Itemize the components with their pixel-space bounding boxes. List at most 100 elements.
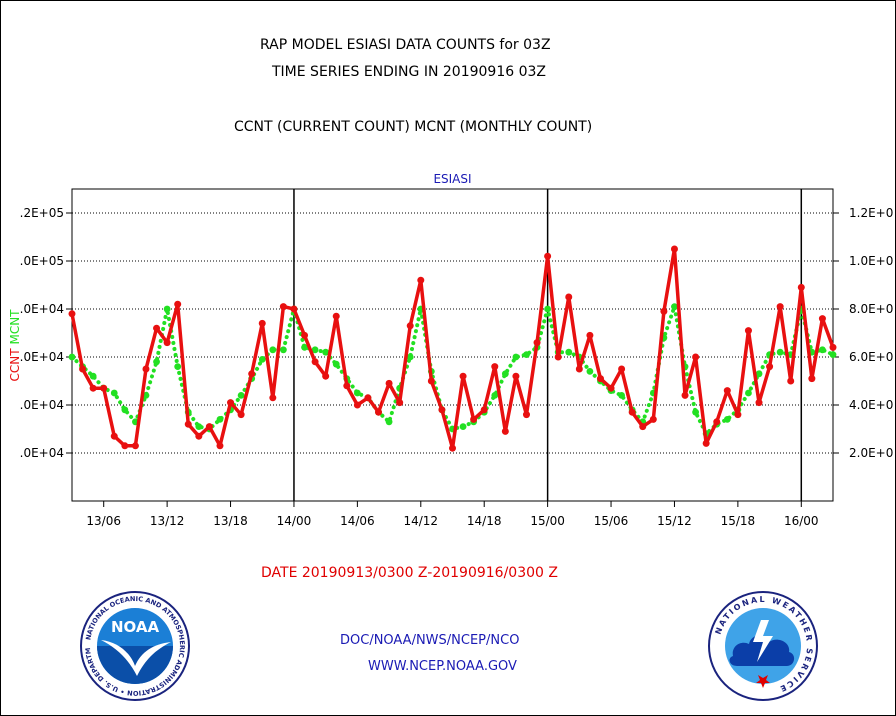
point-mcnt-72 xyxy=(829,351,837,358)
point-ccnt-72 xyxy=(829,343,837,351)
point-mcnt-25 xyxy=(332,360,340,368)
point-ccnt-9 xyxy=(163,339,171,347)
point-ccnt-41 xyxy=(501,427,509,435)
point-ccnt-19 xyxy=(269,394,277,402)
point-ccnt-38 xyxy=(470,415,478,423)
point-ccnt-47 xyxy=(565,293,573,301)
point-ccnt-32 xyxy=(406,322,414,330)
xtick-label-10: 15/18 xyxy=(721,514,756,528)
point-ccnt-8 xyxy=(153,324,161,332)
point-mcnt-57 xyxy=(671,303,678,310)
point-mcnt-4 xyxy=(110,389,118,397)
point-ccnt-59 xyxy=(692,353,700,361)
point-ccnt-17 xyxy=(248,370,256,378)
point-ccnt-50 xyxy=(596,375,604,383)
point-ccnt-26 xyxy=(343,382,351,390)
point-ccnt-45 xyxy=(544,252,552,260)
point-mcnt-30 xyxy=(385,418,393,426)
point-ccnt-7 xyxy=(142,365,150,373)
point-ccnt-15 xyxy=(227,399,235,407)
ytick-label-left-5: .2E+05 xyxy=(20,206,64,220)
xtick-label-2: 13/18 xyxy=(213,514,248,528)
point-ccnt-28 xyxy=(364,394,372,402)
xtick-label-1: 13/12 xyxy=(150,514,185,528)
point-ccnt-66 xyxy=(766,363,774,371)
website-link[interactable]: WWW.NCEP.NOAA.GOV xyxy=(368,659,517,674)
plot-area-border xyxy=(71,188,834,502)
point-mcnt-42 xyxy=(512,353,520,361)
point-mcnt-0 xyxy=(68,353,76,361)
point-mcnt-20 xyxy=(279,346,287,354)
ytick-label-left-4: .0E+05 xyxy=(20,254,64,268)
point-mcnt-10 xyxy=(174,363,182,370)
xtick-label-3: 14/00 xyxy=(277,514,312,528)
point-ccnt-22 xyxy=(301,331,309,339)
point-ccnt-6 xyxy=(131,442,139,450)
point-mcnt-47 xyxy=(565,348,573,356)
point-ccnt-43 xyxy=(522,411,530,419)
point-ccnt-52 xyxy=(618,365,626,373)
point-ccnt-54 xyxy=(639,423,647,431)
point-ccnt-35 xyxy=(438,406,446,414)
point-mcnt-49 xyxy=(586,368,594,375)
point-mcnt-71 xyxy=(819,346,826,354)
point-ccnt-62 xyxy=(723,387,731,395)
xtick-label-0: 13/06 xyxy=(86,514,121,528)
point-ccnt-20 xyxy=(279,303,287,311)
point-ccnt-60 xyxy=(702,439,710,447)
point-mcnt-67 xyxy=(776,348,784,356)
point-ccnt-21 xyxy=(290,305,298,313)
point-ccnt-33 xyxy=(417,276,425,284)
series-line-ccnt xyxy=(70,247,835,450)
point-ccnt-10 xyxy=(174,300,182,308)
point-ccnt-40 xyxy=(491,363,499,371)
ylabel-mcnt: MCNT xyxy=(8,309,22,345)
point-ccnt-64 xyxy=(744,327,752,335)
xtick-label-4: 14/06 xyxy=(340,514,375,528)
point-ccnt-30 xyxy=(385,379,393,387)
noaa-logo: NATIONAL OCEANIC AND ATMOSPHERIC ADMINIS… xyxy=(79,590,190,701)
chart-title-line1: RAP MODEL ESIASI DATA COUNTS for 03Z xyxy=(260,37,551,53)
point-ccnt-24 xyxy=(322,372,330,380)
point-mcnt-9 xyxy=(163,305,171,313)
point-ccnt-71 xyxy=(818,315,826,323)
xtick-label-8: 15/06 xyxy=(594,514,629,528)
ytick-label-left-2: .0E+04 xyxy=(20,350,64,364)
ylabel-group: CCNT MCNT xyxy=(8,309,22,382)
point-mcnt-27 xyxy=(353,389,361,397)
point-ccnt-1 xyxy=(79,365,87,373)
point-ccnt-44 xyxy=(533,339,541,347)
xtick-label-11: 16/00 xyxy=(784,514,819,528)
org-label: DOC/NOAA/NWS/NCEP/NCO xyxy=(340,633,520,648)
point-ccnt-61 xyxy=(713,418,721,426)
ytick-label-left-0: .0E+04 xyxy=(20,446,64,460)
point-mcnt-64 xyxy=(745,389,752,397)
point-ccnt-37 xyxy=(459,372,467,380)
point-ccnt-2 xyxy=(89,384,97,392)
point-ccnt-4 xyxy=(110,432,118,440)
point-ccnt-16 xyxy=(237,411,245,419)
point-mcnt-65 xyxy=(755,370,763,378)
xtick-label-7: 15/00 xyxy=(530,514,565,528)
point-ccnt-18 xyxy=(258,319,266,327)
chart-subtitle: CCNT (CURRENT COUNT) MCNT (MONTHLY COUNT… xyxy=(234,119,593,135)
point-ccnt-0 xyxy=(68,310,76,318)
noaa-logo-text: NOAA xyxy=(111,618,160,636)
point-ccnt-67 xyxy=(776,303,784,311)
ytick-label-right-2: 6.0E+0 xyxy=(849,350,893,364)
point-mcnt-41 xyxy=(501,370,509,378)
point-ccnt-13 xyxy=(205,423,213,431)
xtick-label-9: 15/12 xyxy=(657,514,692,528)
ytick-label-right-3: 8.0E+0 xyxy=(849,302,893,316)
point-mcnt-43 xyxy=(523,351,530,358)
point-ccnt-63 xyxy=(734,411,742,419)
point-ccnt-68 xyxy=(787,377,795,385)
xtick-label-5: 14/12 xyxy=(403,514,438,528)
point-mcnt-52 xyxy=(618,392,626,399)
point-mcnt-19 xyxy=(269,346,277,354)
ytick-label-left-1: .0E+04 xyxy=(20,398,64,412)
point-mcnt-40 xyxy=(491,392,499,399)
point-mcnt-22 xyxy=(301,344,308,351)
point-ccnt-14 xyxy=(216,442,224,450)
